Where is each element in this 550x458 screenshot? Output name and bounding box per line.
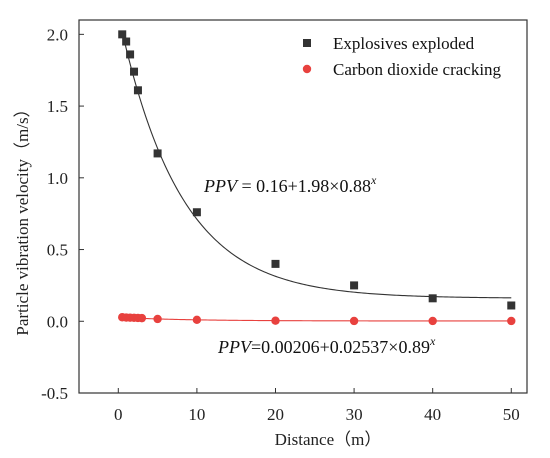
equation-1-lhs: PPV xyxy=(203,176,239,196)
y-tick-label-0: -0.5 xyxy=(41,384,68,403)
legend-label-explosives: Explosives exploded xyxy=(333,34,475,53)
point-series1-7 xyxy=(193,316,201,324)
point-series1-9 xyxy=(350,317,358,325)
point-series0-8 xyxy=(350,281,358,289)
point-series1-5 xyxy=(138,314,146,322)
equation-2-exp: x xyxy=(429,334,436,348)
svg-text:PPV=0.00206+0.02537×0.89x: PPV=0.00206+0.02537×0.89x xyxy=(217,334,436,357)
point-series0-6 xyxy=(193,208,201,216)
point-series1-10 xyxy=(428,317,436,325)
x-tick-label-5: 50 xyxy=(503,405,520,424)
point-series1-11 xyxy=(507,317,515,325)
point-series0-0 xyxy=(118,30,126,38)
point-series0-10 xyxy=(507,301,515,309)
x-tick-label-4: 40 xyxy=(424,405,441,424)
y-tick-label-5: 2.0 xyxy=(47,25,68,44)
legend-marker-carbon-dioxide xyxy=(303,65,311,73)
x-tick-label-3: 30 xyxy=(346,405,363,424)
svg-text:PPV = 0.16+1.98×0.88x: PPV = 0.16+1.98×0.88x xyxy=(203,173,377,196)
point-series1-8 xyxy=(271,316,279,324)
x-tick-label-1: 10 xyxy=(188,405,205,424)
equation-2-lhs: PPV xyxy=(217,337,253,357)
point-series0-2 xyxy=(126,50,134,58)
equation-1-rhs: = 0.16+1.98×0.88 xyxy=(237,176,371,196)
point-series0-7 xyxy=(271,260,279,268)
y-tick-label-1: 0.0 xyxy=(47,312,68,331)
point-series0-5 xyxy=(154,149,162,157)
point-series0-4 xyxy=(134,86,142,94)
point-series0-3 xyxy=(130,68,138,76)
axis-ticks: 0 10 20 30 40 50 -0.5 0.0 0.5 1.0 1.5 2.0 xyxy=(41,25,520,424)
x-axis-label: Distance（m） xyxy=(275,430,382,449)
equation-2-rhs: =0.00206+0.02537×0.89 xyxy=(251,337,430,357)
legend-label-carbon-dioxide: Carbon dioxide cracking xyxy=(333,60,502,79)
x-tick-label-0: 0 xyxy=(114,405,123,424)
point-series1-6 xyxy=(153,315,161,323)
fit-equation-carbon-dioxide: PPV=0.00206+0.02537×0.89x xyxy=(217,334,436,357)
point-series0-9 xyxy=(429,294,437,302)
fit-equation-explosives: PPV = 0.16+1.98×0.88x xyxy=(203,173,377,196)
y-tick-label-4: 1.5 xyxy=(47,97,68,116)
legend: Explosives exploded Carbon dioxide crack… xyxy=(303,34,502,79)
fit-curve-1 xyxy=(122,318,511,321)
point-series0-1 xyxy=(122,38,130,46)
y-tick-label-3: 1.0 xyxy=(47,169,68,188)
y-tick-label-2: 0.5 xyxy=(47,241,68,260)
equation-1-exp: x xyxy=(370,173,377,187)
y-axis-label: Particle vibration velocity（m/s） xyxy=(13,100,32,335)
legend-marker-explosives xyxy=(303,39,311,47)
x-tick-label-2: 20 xyxy=(267,405,284,424)
